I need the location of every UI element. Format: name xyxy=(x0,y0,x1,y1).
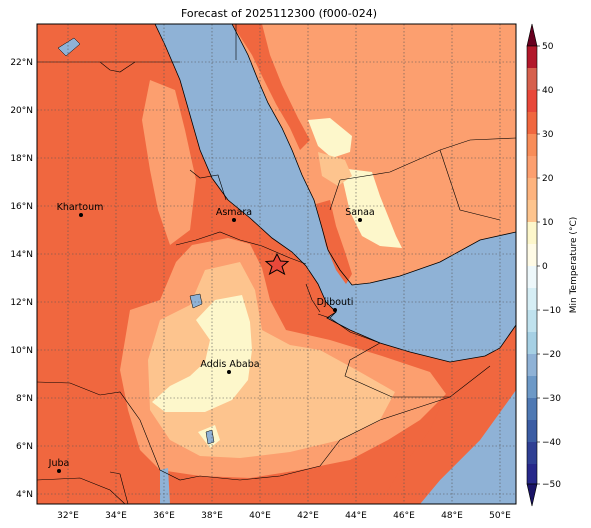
colorbar-band xyxy=(527,134,537,156)
colorbar-band xyxy=(527,112,537,134)
colorbar-band xyxy=(527,464,537,484)
arabia-land xyxy=(232,24,516,285)
city-dot-sanaa xyxy=(358,218,362,222)
colorbar-band xyxy=(527,266,537,288)
colorbar-band xyxy=(527,178,537,200)
lon-label: 36°E xyxy=(153,511,175,521)
arabia-south-warm xyxy=(316,200,352,284)
lon-label: 38°E xyxy=(201,511,223,521)
colorbar-band xyxy=(527,90,537,112)
colorbar-band xyxy=(527,200,537,222)
colorbar-band xyxy=(527,46,537,68)
lat-label: 20°N xyxy=(10,106,33,116)
ethiopia-cool-core xyxy=(152,295,252,412)
city-label-juba: Juba xyxy=(48,458,70,469)
lat-label: 6°N xyxy=(16,442,33,452)
sudan-east-band xyxy=(142,80,196,245)
colorbar-band xyxy=(527,332,537,354)
arabia-cool-north xyxy=(308,118,352,158)
colorbar-tick-label: 40 xyxy=(542,86,554,96)
city-dot-addis-ababa xyxy=(227,370,231,374)
colorbar-band xyxy=(527,376,537,398)
lat-label: 10°N xyxy=(10,346,33,356)
city-dot-asmara xyxy=(232,218,236,222)
colorbar-top-arrow xyxy=(526,23,538,47)
red-sea-west-coast xyxy=(154,24,516,363)
colorbar-band xyxy=(527,222,537,244)
city-dot-djibouti xyxy=(333,308,337,312)
colorbar-tick-label: −20 xyxy=(542,350,561,360)
lat-label: 8°N xyxy=(16,394,33,404)
city-label-asmara: Asmara xyxy=(216,207,252,218)
arabia-cool-south xyxy=(340,168,402,248)
map-frame xyxy=(36,23,517,505)
somali-warm xyxy=(380,350,516,504)
nile-lake-south xyxy=(160,468,170,504)
lon-label: 34°E xyxy=(105,511,127,521)
lat-label: 18°N xyxy=(10,154,33,164)
city-dot-khartoum xyxy=(79,213,83,217)
colorbar-frame xyxy=(526,45,538,485)
lon-label: 50°E xyxy=(489,511,511,521)
colorbar: 50 40 30 20 10 0 −10 −20 −30 −40 −50 Min… xyxy=(526,23,579,507)
colorbar-band xyxy=(527,420,537,442)
colorbar-tick-label: −40 xyxy=(542,438,561,448)
colorbar-label: Min Temperature (°C) xyxy=(569,217,579,314)
colorbar-band xyxy=(527,288,537,310)
city-label-djibouti: Djibouti xyxy=(317,297,354,308)
colorbar-band xyxy=(527,68,537,90)
lon-label: 44°E xyxy=(345,511,367,521)
colorbar-tick-label: 10 xyxy=(542,218,554,228)
star-icon xyxy=(264,252,290,276)
chart-title: Forecast of 2025112300 (f000-024) xyxy=(181,7,377,20)
colorbar-band xyxy=(527,310,537,332)
lon-labels: 32°E 34°E 36°E 38°E 40°E 42°E 44°E 46°E … xyxy=(57,511,511,521)
lat-label: 16°N xyxy=(10,202,33,212)
lat-label: 22°N xyxy=(10,58,33,68)
arabia-mid-band xyxy=(318,152,352,186)
arabia-warm-band xyxy=(232,24,310,150)
colorbar-band xyxy=(527,354,537,376)
graticule xyxy=(37,24,516,504)
colorbar-band xyxy=(527,244,537,266)
lon-label: 46°E xyxy=(393,511,415,521)
lat-label: 12°N xyxy=(10,298,33,308)
lon-label: 32°E xyxy=(57,511,79,521)
colorbar-tick-label: −50 xyxy=(542,480,561,490)
lake-nasser xyxy=(57,37,81,57)
lon-label: 48°E xyxy=(441,511,463,521)
colorbar-tick-label: 20 xyxy=(542,174,554,184)
city-markers: Khartoum Asmara Sanaa Djibouti Addis Aba… xyxy=(48,202,375,473)
colorbar-band xyxy=(527,398,537,420)
colorbar-tick-label: −10 xyxy=(542,306,561,316)
lat-labels: 22°N 20°N 18°N 16°N 14°N 12°N 10°N 8°N 6… xyxy=(10,58,33,500)
city-dot-juba xyxy=(57,469,61,473)
colorbar-tick-label: 30 xyxy=(542,130,554,140)
colorbar-band xyxy=(527,442,537,464)
map-area: Khartoum Asmara Sanaa Djibouti Addis Aba… xyxy=(37,24,516,504)
red-sea-east-coast xyxy=(231,24,516,286)
colorbar-tick-label: −30 xyxy=(542,394,561,404)
colorbar-tick-label: 50 xyxy=(542,42,554,52)
lat-label: 4°N xyxy=(16,490,33,500)
colorbar-band xyxy=(527,156,537,178)
colorbar-tick-label: 0 xyxy=(542,262,548,272)
city-label-addis-ababa: Addis Ababa xyxy=(200,359,259,370)
lon-label: 40°E xyxy=(249,511,271,521)
city-label-sanaa: Sanaa xyxy=(345,207,375,218)
lon-label: 42°E xyxy=(297,511,319,521)
colorbar-ticks xyxy=(537,45,540,485)
lat-label: 14°N xyxy=(10,250,33,260)
colorbar-bottom-arrow xyxy=(526,483,538,507)
city-label-khartoum: Khartoum xyxy=(57,202,104,213)
lake-tana xyxy=(189,293,203,309)
